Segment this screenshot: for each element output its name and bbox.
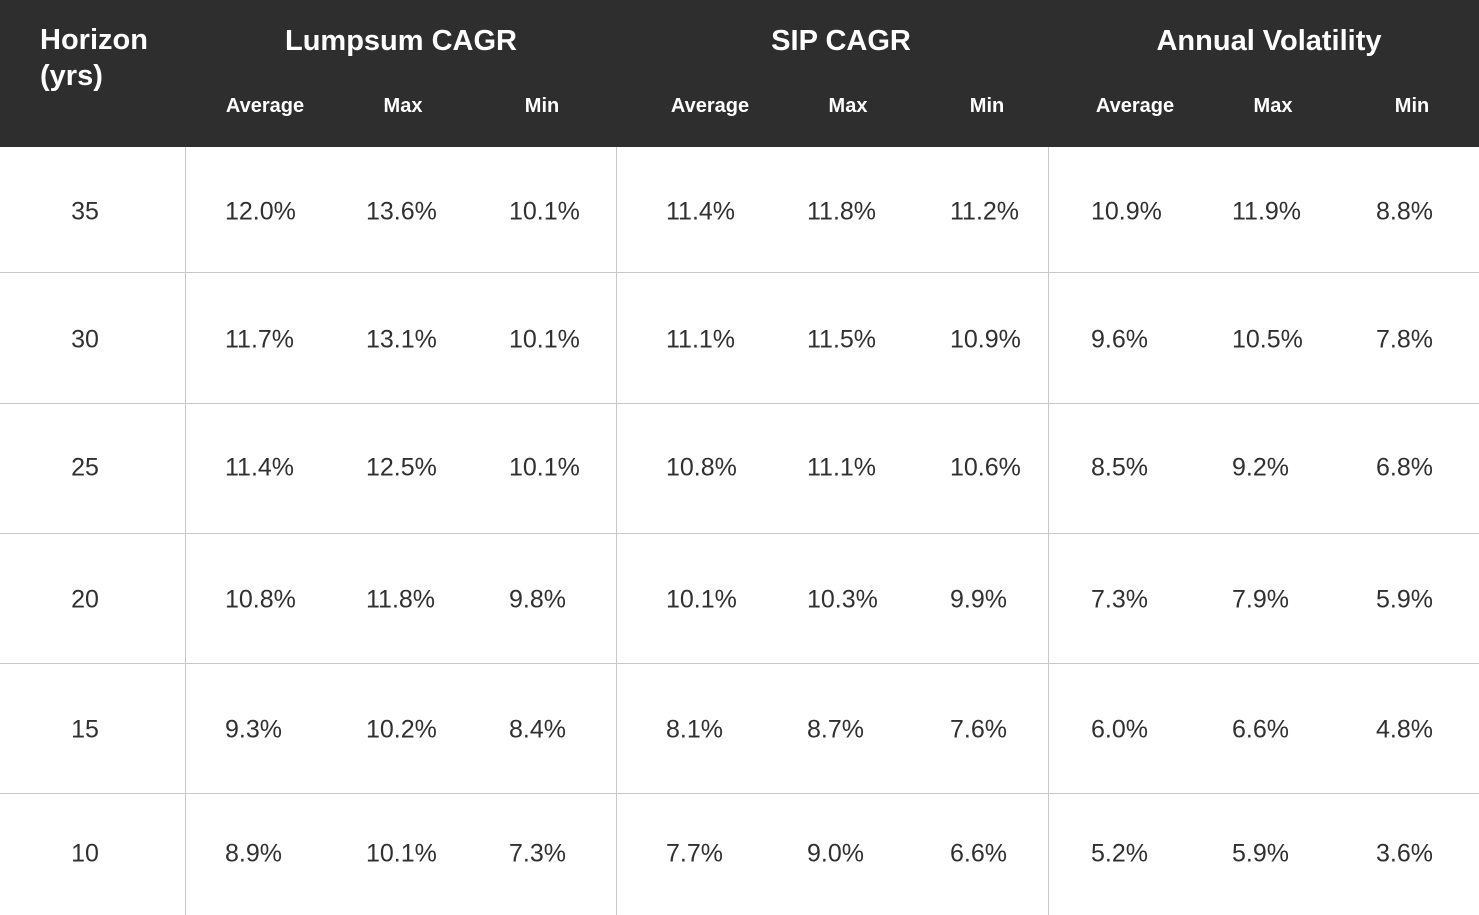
volatility-min-cell: 6.8% [1376, 453, 1433, 482]
lumpsum-average-cell: 11.4% [225, 453, 295, 482]
sip-min-cell: 10.9% [950, 325, 1021, 354]
sip-average-cell: 10.1% [666, 585, 737, 614]
horizon-cell: 20 [71, 585, 99, 614]
subheader-sip-average: Average [670, 95, 750, 117]
row-divider [0, 403, 1479, 404]
sip-average-cell: 10.8% [666, 453, 737, 482]
sip-max-cell: 9.0% [807, 839, 864, 868]
lumpsum-max-cell: 11.8% [366, 585, 436, 614]
sip-min-cell: 9.9% [950, 585, 1007, 614]
lumpsum-min-cell: 10.1% [509, 453, 580, 482]
row-divider [0, 272, 1479, 273]
subheader-sip-max: Max [828, 95, 868, 117]
sip-max-cell: 10.3% [807, 585, 878, 614]
column-divider [616, 147, 617, 915]
lumpsum-max-cell: 12.5% [366, 453, 437, 482]
volatility-max-cell: 5.9% [1232, 839, 1289, 868]
sip-max-cell: 11.8% [807, 197, 877, 226]
subheader-lumpsum-average: Average [225, 95, 305, 117]
lumpsum-max-cell: 10.1% [366, 839, 437, 868]
subheader-lumpsum-min: Min [524, 95, 560, 117]
subheader-lumpsum-max: Max [383, 95, 423, 117]
volatility-min-cell: 8.8% [1376, 197, 1433, 226]
volatility-average-cell: 8.5% [1091, 453, 1148, 482]
lumpsum-average-cell: 11.7% [225, 325, 295, 354]
horizon-column-header: Horizon (yrs) [40, 24, 148, 92]
sip-average-cell: 7.7% [666, 839, 723, 868]
column-divider [185, 147, 186, 915]
group-header-annual-volatility: Annual Volatility [1156, 25, 1382, 57]
volatility-max-cell: 6.6% [1232, 715, 1289, 744]
horizon-cell: 15 [71, 715, 99, 744]
lumpsum-min-cell: 7.3% [509, 839, 566, 868]
lumpsum-max-cell: 13.1% [366, 325, 437, 354]
sip-min-cell: 10.6% [950, 453, 1021, 482]
lumpsum-max-cell: 10.2% [366, 715, 437, 744]
subheader-sip-min: Min [969, 95, 1005, 117]
volatility-max-cell: 7.9% [1232, 585, 1289, 614]
sip-average-cell: 11.1% [666, 325, 736, 354]
lumpsum-average-cell: 12.0% [225, 197, 296, 226]
volatility-average-cell: 7.3% [1091, 585, 1148, 614]
volatility-min-cell: 4.8% [1376, 715, 1433, 744]
volatility-average-cell: 10.9% [1091, 197, 1162, 226]
row-divider [0, 663, 1479, 664]
volatility-min-cell: 7.8% [1376, 325, 1433, 354]
lumpsum-average-cell: 10.8% [225, 585, 296, 614]
row-divider [0, 793, 1479, 794]
horizon-cell: 10 [71, 839, 99, 868]
group-header-lumpsum-cagr: Lumpsum CAGR [285, 25, 517, 57]
sip-max-cell: 8.7% [807, 715, 864, 744]
lumpsum-average-cell: 8.9% [225, 839, 282, 868]
volatility-max-cell: 11.9% [1232, 197, 1302, 226]
lumpsum-average-cell: 9.3% [225, 715, 282, 744]
column-divider [1048, 147, 1049, 915]
horizon-cell: 30 [71, 325, 99, 354]
sip-average-cell: 8.1% [666, 715, 723, 744]
sip-max-cell: 11.5% [807, 325, 877, 354]
volatility-average-cell: 9.6% [1091, 325, 1148, 354]
volatility-average-cell: 5.2% [1091, 839, 1148, 868]
lumpsum-min-cell: 9.8% [509, 585, 566, 614]
lumpsum-min-cell: 10.1% [509, 325, 580, 354]
row-divider [0, 533, 1479, 534]
volatility-max-cell: 9.2% [1232, 453, 1289, 482]
horizon-cell: 35 [71, 197, 99, 226]
sip-min-cell: 11.2% [950, 197, 1020, 226]
horizon-cell: 25 [71, 453, 99, 482]
sip-min-cell: 7.6% [950, 715, 1007, 744]
volatility-max-cell: 10.5% [1232, 325, 1303, 354]
lumpsum-min-cell: 10.1% [509, 197, 580, 226]
sip-max-cell: 11.1% [807, 453, 877, 482]
volatility-min-cell: 3.6% [1376, 839, 1433, 868]
lumpsum-max-cell: 13.6% [366, 197, 437, 226]
volatility-min-cell: 5.9% [1376, 585, 1433, 614]
sip-average-cell: 11.4% [666, 197, 736, 226]
table-header: Horizon (yrs) Lumpsum CAGR SIP CAGR Annu… [0, 0, 1479, 147]
sip-min-cell: 6.6% [950, 839, 1007, 868]
subheader-volatility-min: Min [1394, 95, 1430, 117]
subheader-volatility-average: Average [1095, 95, 1175, 117]
subheader-volatility-max: Max [1253, 95, 1293, 117]
lumpsum-min-cell: 8.4% [509, 715, 566, 744]
volatility-average-cell: 6.0% [1091, 715, 1148, 744]
group-header-sip-cagr: SIP CAGR [771, 25, 911, 57]
